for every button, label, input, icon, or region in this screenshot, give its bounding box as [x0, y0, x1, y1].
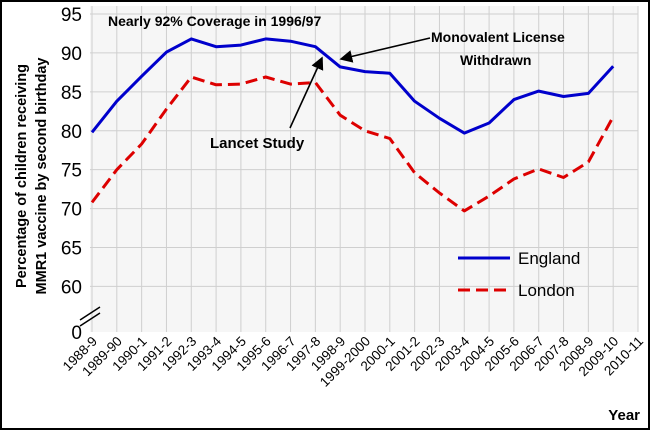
y-axis-title-line1: Percentage of children receiving — [14, 64, 30, 288]
y-tick-label: 65 — [61, 239, 82, 260]
legend-england-label: England — [518, 249, 580, 268]
x-axis-title: Year — [608, 407, 640, 424]
legend-london-label: London — [518, 281, 575, 300]
legend: England London — [458, 249, 580, 300]
license-arrow — [339, 37, 431, 63]
axis-break-mark — [79, 306, 101, 321]
lancet-arrow — [289, 56, 324, 129]
y-axis-title-line2: MMR1 vaccine by second birthday — [34, 58, 50, 295]
plot-area — [90, 6, 638, 332]
y-tick-label: 90 — [61, 44, 82, 65]
license-annotation-line2: Withdrawn — [460, 52, 531, 68]
coverage-annotation: Nearly 92% Coverage in 1996/97 — [108, 13, 321, 29]
series-line-england — [90, 37, 615, 135]
lancet-annotation: Lancet Study — [210, 135, 305, 152]
y-tick-label: 80 — [61, 122, 82, 143]
y-tick-label: 85 — [61, 83, 82, 104]
license-annotation-line1: Monovalent License — [431, 29, 565, 45]
y-tick-label-zero: 0 — [71, 323, 82, 344]
y-tick-label: 75 — [61, 161, 82, 182]
y-tick-label: 60 — [61, 277, 82, 298]
series-line-london — [90, 75, 615, 213]
axis-break-mark — [79, 312, 101, 327]
y-tick-label: 70 — [61, 200, 82, 221]
y-tick-label: 95 — [61, 5, 82, 26]
series-layer — [90, 37, 615, 213]
